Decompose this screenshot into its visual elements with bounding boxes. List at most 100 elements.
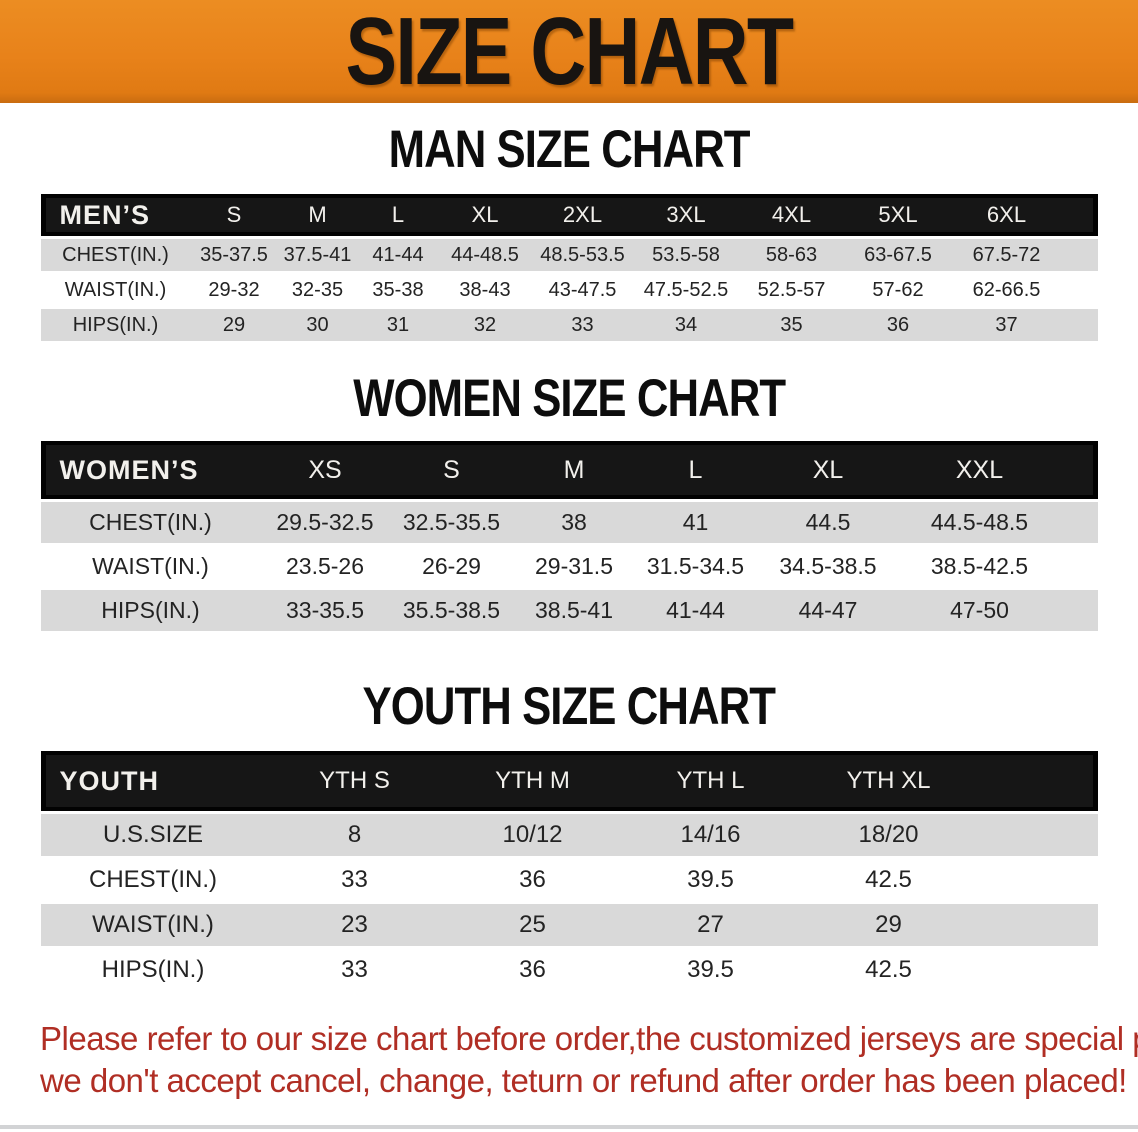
disclaimer-line-2: we don't accept cancel, change, teturn o… bbox=[40, 1062, 1127, 1100]
size-value-cell: 25 bbox=[443, 904, 622, 946]
size-value-cell: 67.5-72 bbox=[951, 239, 1062, 271]
men-header-row: MEN’S S M L XL 2XL 3XL 4XL 5XL 6XL bbox=[40, 194, 1098, 236]
size-value-cell: 33 bbox=[531, 309, 634, 341]
disclaimer-text: Please refer to our size chart before or… bbox=[40, 1018, 1138, 1102]
men-column-header-8: 6XL bbox=[951, 194, 1062, 236]
youth-row-1: CHEST(IN.) 33 36 39.5 42.5 bbox=[40, 859, 1098, 901]
size-value-cell: 42.5 bbox=[799, 949, 978, 991]
size-value-cell: 29 bbox=[190, 309, 278, 341]
size-value-cell: 52.5-57 bbox=[738, 274, 845, 306]
size-value-cell: 35.5-38.5 bbox=[389, 590, 514, 631]
row-label: CHEST(IN.) bbox=[40, 239, 191, 271]
women-column-header-4: XL bbox=[756, 441, 900, 499]
youth-column-header-3: YTH XL bbox=[799, 751, 978, 811]
row-label: WAIST(IN.) bbox=[40, 274, 191, 306]
size-value-cell: 29.5-32.5 bbox=[260, 502, 390, 543]
size-value-cell: 42.5 bbox=[799, 859, 978, 901]
row-label: HIPS(IN.) bbox=[40, 309, 191, 341]
size-value-cell: 34.5-38.5 bbox=[756, 546, 900, 587]
youth-column-header-0: YTH S bbox=[265, 751, 444, 811]
size-value-cell: 38-43 bbox=[438, 274, 532, 306]
men-size-table: MEN’S S M L XL 2XL 3XL 4XL 5XL 6XL CHEST(IN.) 35-37… bbox=[40, 191, 1098, 344]
size-value-cell: 10/12 bbox=[443, 814, 622, 856]
size-value-cell: 35 bbox=[738, 309, 845, 341]
size-value-cell: 38.5-42.5 bbox=[899, 546, 1060, 587]
filler-cell bbox=[1061, 239, 1098, 271]
size-value-cell: 18/20 bbox=[799, 814, 978, 856]
banner: SIZE CHART bbox=[0, 0, 1138, 103]
size-value-cell: 36 bbox=[443, 859, 622, 901]
size-value-cell: 32-35 bbox=[277, 274, 358, 306]
men-row-1: WAIST(IN.) 29-32 32-35 35-38 38-43 43-47.5 47.… bbox=[40, 274, 1098, 306]
men-column-header-6: 4XL bbox=[738, 194, 845, 236]
size-value-cell: 44.5 bbox=[756, 502, 900, 543]
youth-section-title: YOUTH SIZE CHART bbox=[0, 634, 1138, 732]
men-section-title-text: MAN SIZE CHART bbox=[388, 118, 751, 179]
size-value-cell: 63-67.5 bbox=[844, 239, 952, 271]
size-value-cell: 44.5-48.5 bbox=[899, 502, 1060, 543]
size-value-cell: 23.5-26 bbox=[260, 546, 390, 587]
youth-row-0: U.S.SIZE 8 10/12 14/16 18/20 bbox=[40, 814, 1098, 856]
size-value-cell: 27 bbox=[621, 904, 800, 946]
women-row-2: HIPS(IN.) 33-35.5 35.5-38.5 38.5-41 41-44 44-… bbox=[40, 590, 1098, 631]
size-value-cell: 41-44 bbox=[357, 239, 439, 271]
bottom-divider bbox=[0, 1125, 1138, 1129]
size-value-cell: 39.5 bbox=[621, 949, 800, 991]
men-row-2: HIPS(IN.) 29 30 31 32 33 34 35 36 37 bbox=[40, 309, 1098, 341]
size-value-cell: 38.5-41 bbox=[513, 590, 635, 631]
filler-cell bbox=[1059, 441, 1098, 499]
women-column-header-5: XXL bbox=[899, 441, 1060, 499]
size-value-cell: 58-63 bbox=[738, 239, 845, 271]
men-column-header-1: M bbox=[277, 194, 358, 236]
women-section-title: WOMEN SIZE CHART bbox=[0, 344, 1138, 424]
women-size-table: WOMEN’S XS S M L XL XXL CHEST(IN.) 29.5-32.5 32.5… bbox=[40, 438, 1098, 634]
men-column-header-5: 3XL bbox=[633, 194, 739, 236]
size-value-cell: 36 bbox=[443, 949, 622, 991]
men-column-header-2: L bbox=[357, 194, 439, 236]
size-value-cell: 29-32 bbox=[190, 274, 278, 306]
size-value-cell: 62-66.5 bbox=[951, 274, 1062, 306]
youth-header-row: YOUTH YTH S YTH M YTH L YTH XL bbox=[40, 751, 1098, 811]
women-header-row: WOMEN’S XS S M L XL XXL bbox=[40, 441, 1098, 499]
youth-size-chart-section: YOUTH SIZE CHART YOUTH YTH S YTH M YTH L YTH… bbox=[0, 634, 1138, 994]
women-column-header-3: L bbox=[634, 441, 757, 499]
youth-column-header-2: YTH L bbox=[621, 751, 800, 811]
filler-cell bbox=[1059, 546, 1098, 587]
size-value-cell: 33 bbox=[265, 859, 444, 901]
size-value-cell: 37 bbox=[951, 309, 1062, 341]
men-corner-label: MEN’S bbox=[40, 194, 191, 236]
size-value-cell: 29 bbox=[799, 904, 978, 946]
size-value-cell: 57-62 bbox=[844, 274, 952, 306]
women-size-chart-section: WOMEN SIZE CHART WOMEN’S XS S M L XL XXL CHEST(… bbox=[0, 344, 1138, 634]
size-value-cell: 23 bbox=[265, 904, 444, 946]
row-label: CHEST(IN.) bbox=[40, 502, 261, 543]
size-value-cell: 37.5-41 bbox=[277, 239, 358, 271]
row-label: HIPS(IN.) bbox=[40, 590, 261, 631]
filler-cell bbox=[1061, 309, 1098, 341]
size-value-cell: 32 bbox=[438, 309, 532, 341]
size-value-cell: 41 bbox=[634, 502, 757, 543]
size-value-cell: 33-35.5 bbox=[260, 590, 390, 631]
women-row-0: CHEST(IN.) 29.5-32.5 32.5-35.5 38 41 44.5 44.5… bbox=[40, 502, 1098, 543]
youth-size-table: YOUTH YTH S YTH M YTH L YTH XL U.S.SIZE 8 10/12… bbox=[40, 748, 1098, 994]
row-label: HIPS(IN.) bbox=[40, 949, 266, 991]
size-value-cell: 38 bbox=[513, 502, 635, 543]
row-label: U.S.SIZE bbox=[40, 814, 266, 856]
size-value-cell: 33 bbox=[265, 949, 444, 991]
size-value-cell: 44-47 bbox=[756, 590, 900, 631]
men-column-header-7: 5XL bbox=[844, 194, 952, 236]
banner-title: SIZE CHART bbox=[345, 0, 795, 105]
row-label: WAIST(IN.) bbox=[40, 904, 266, 946]
size-value-cell: 53.5-58 bbox=[633, 239, 739, 271]
women-row-1: WAIST(IN.) 23.5-26 26-29 29-31.5 31.5-34.5 34… bbox=[40, 546, 1098, 587]
filler-cell bbox=[1061, 274, 1098, 306]
size-value-cell: 8 bbox=[265, 814, 444, 856]
size-value-cell: 48.5-53.5 bbox=[531, 239, 634, 271]
size-value-cell: 30 bbox=[277, 309, 358, 341]
size-value-cell: 39.5 bbox=[621, 859, 800, 901]
size-value-cell: 32.5-35.5 bbox=[389, 502, 514, 543]
size-value-cell: 41-44 bbox=[634, 590, 757, 631]
size-value-cell: 26-29 bbox=[389, 546, 514, 587]
size-value-cell: 43-47.5 bbox=[531, 274, 634, 306]
